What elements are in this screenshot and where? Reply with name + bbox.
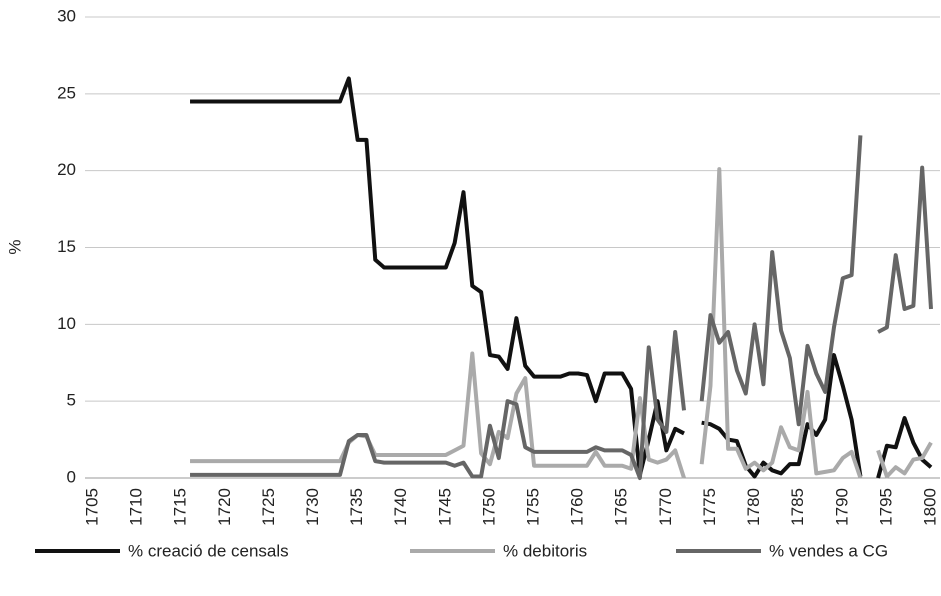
x-tick-label: 1720 bbox=[215, 488, 234, 526]
y-tick-label: 25 bbox=[57, 83, 76, 102]
x-tick-label: 1765 bbox=[612, 488, 631, 526]
x-tick-label: 1755 bbox=[524, 488, 543, 526]
legend-label: % vendes a CG bbox=[769, 541, 888, 560]
x-tick-label: 1770 bbox=[656, 488, 675, 526]
legend-label: % creació de censals bbox=[128, 541, 289, 560]
x-tick-label: 1790 bbox=[832, 488, 851, 526]
y-tick-label: 10 bbox=[57, 314, 76, 333]
x-tick-label: 1760 bbox=[568, 488, 587, 526]
x-tick-label: 1715 bbox=[171, 488, 190, 526]
series-line bbox=[190, 167, 933, 479]
y-tick-label: 0 bbox=[67, 467, 76, 486]
x-tick-label: 1775 bbox=[700, 488, 719, 526]
legend-label: % debitoris bbox=[503, 541, 587, 560]
x-tick-label: 1750 bbox=[479, 488, 498, 526]
y-tick-label: 30 bbox=[57, 6, 76, 25]
y-tick-label: 5 bbox=[67, 391, 76, 410]
x-tick-label: 1785 bbox=[788, 488, 807, 526]
x-tick-label: 1730 bbox=[303, 488, 322, 526]
x-tick-label: 1795 bbox=[876, 488, 895, 526]
x-tick-label: 1705 bbox=[82, 488, 101, 526]
x-tick-label: 1780 bbox=[744, 488, 763, 526]
x-tick-label: 1745 bbox=[435, 488, 454, 526]
series-line bbox=[190, 135, 933, 480]
y-tick-label: 15 bbox=[57, 237, 76, 256]
y-axis-label: % bbox=[5, 239, 24, 254]
x-tick-label: 1725 bbox=[259, 488, 278, 526]
x-tick-label: 1735 bbox=[347, 488, 366, 526]
y-tick-label: 20 bbox=[57, 160, 76, 179]
x-tick-label: 1710 bbox=[127, 488, 146, 526]
x-tick-label: 1740 bbox=[391, 488, 410, 526]
x-tick-label: 1800 bbox=[920, 488, 939, 526]
series-line bbox=[190, 76, 933, 479]
